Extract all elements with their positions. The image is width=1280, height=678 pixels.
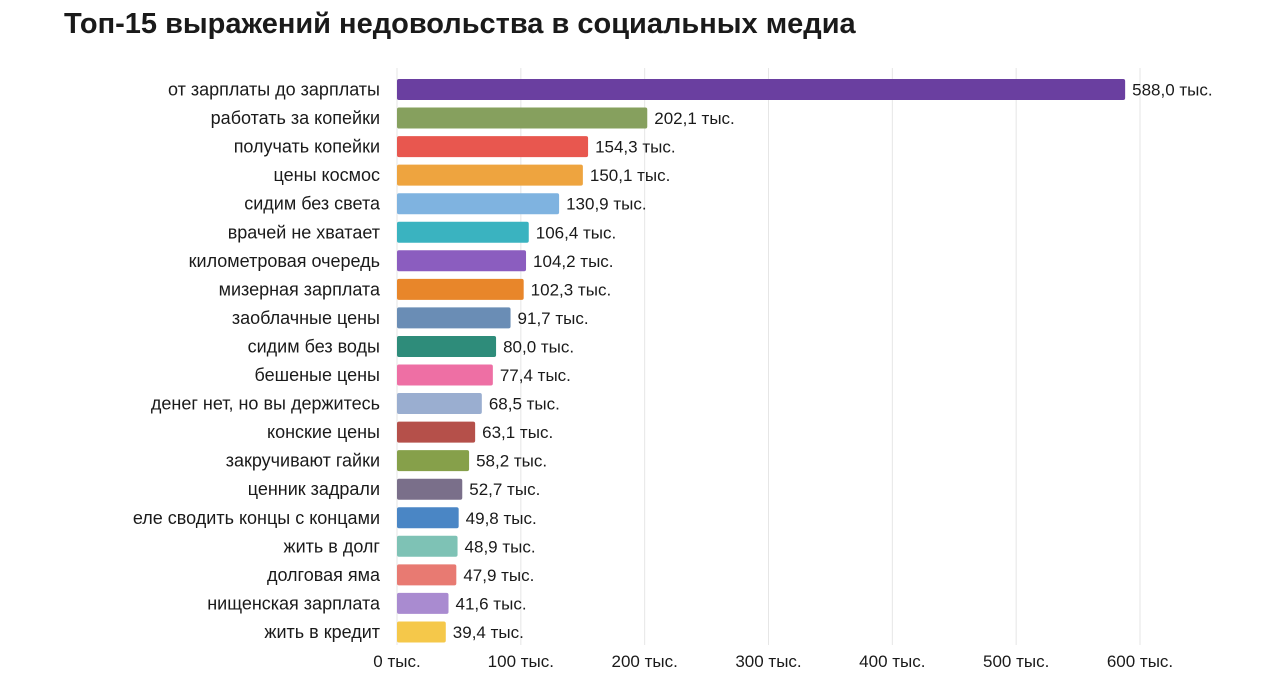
category-label: еле сводить концы с концами [133,508,380,528]
x-tick-label: 200 тыс. [612,652,678,671]
x-tick-label: 500 тыс. [983,652,1049,671]
category-label: врачей не хватает [228,222,380,242]
value-label: 202,1 тыс. [654,109,735,128]
category-label: ценник задрали [248,479,380,499]
value-label: 52,7 тыс. [469,480,540,499]
category-labels: от зарплаты до зарплаты работать за копей… [133,80,381,642]
category-label: сидим без света [244,194,381,214]
category-label: жить в долг [284,536,381,556]
category-label: долговая яма [267,565,381,585]
category-label: бешеные цены [255,365,380,385]
value-label: 106,4 тыс. [536,223,617,242]
category-label: нищенская зарплата [207,593,381,613]
value-label: 39,4 тыс. [453,623,524,642]
bar [397,193,560,215]
value-label: 48,9 тыс. [465,537,536,556]
value-label: 41,6 тыс. [456,594,527,613]
bar [397,478,463,500]
value-label: 588,0 тыс. [1132,81,1213,100]
value-label: 77,4 тыс. [500,366,571,385]
category-label: мизерная зарплата [219,279,381,299]
bar [397,450,470,472]
category-label: цены космос [274,165,380,185]
value-label: 102,3 тыс. [531,280,612,299]
bar [397,164,583,186]
category-label: закручивают гайки [226,451,380,471]
bar [397,335,497,357]
gridlines [396,68,1141,645]
x-tick-label: 300 тыс. [735,652,801,671]
category-label: жить в кредит [264,622,380,642]
value-label: 58,2 тыс. [476,452,547,471]
bar [397,79,1126,100]
category-label: километровая очередь [189,251,380,271]
x-tick-label: 600 тыс. [1107,652,1173,671]
value-label: 104,2 тыс. [533,252,614,271]
bar [397,136,589,158]
category-label: сидим без воды [248,336,380,356]
value-label: 80,0 тыс. [503,337,574,356]
chart-title: Топ-15 выражений недовольства в социальн… [64,8,856,40]
x-tick-label: 0 тыс. [373,652,420,671]
bar [397,278,524,300]
bar [397,221,529,243]
bar [397,535,458,557]
bar [397,307,511,329]
value-label: 150,1 тыс. [590,166,671,185]
x-axis-ticks: 0 тыс. 100 тыс. 200 тыс. 300 тыс. 400 тыс. 50… [373,652,1173,671]
value-label: 130,9 тыс. [566,195,647,214]
category-label: работать за копейки [211,108,380,128]
value-label: 63,1 тыс. [482,423,553,442]
value-label: 68,5 тыс. [489,395,560,414]
bar [397,250,527,272]
bars [397,79,1126,643]
category-label: получать копейки [234,137,380,157]
bar [397,507,459,529]
bar [397,107,648,129]
value-label: 47,9 тыс. [463,566,534,585]
category-label: конские цены [267,422,380,442]
x-tick-label: 400 тыс. [859,652,925,671]
bar [397,621,446,643]
bar [397,364,493,386]
category-label: денег нет, но вы держитесь [151,394,380,414]
bar [397,564,457,586]
category-label: заоблачные цены [232,308,380,328]
value-labels: 588,0 тыс. 202,1 тыс. 154,3 тыс. 150,1 тыс.… [453,81,1213,642]
bar [397,393,482,415]
value-label: 154,3 тыс. [595,138,676,157]
bar [397,592,449,614]
value-label: 91,7 тыс. [518,309,589,328]
bar [397,421,476,443]
value-label: 49,8 тыс. [466,509,537,528]
x-tick-label: 100 тыс. [488,652,554,671]
category-label: от зарплаты до зарплаты [168,80,380,100]
